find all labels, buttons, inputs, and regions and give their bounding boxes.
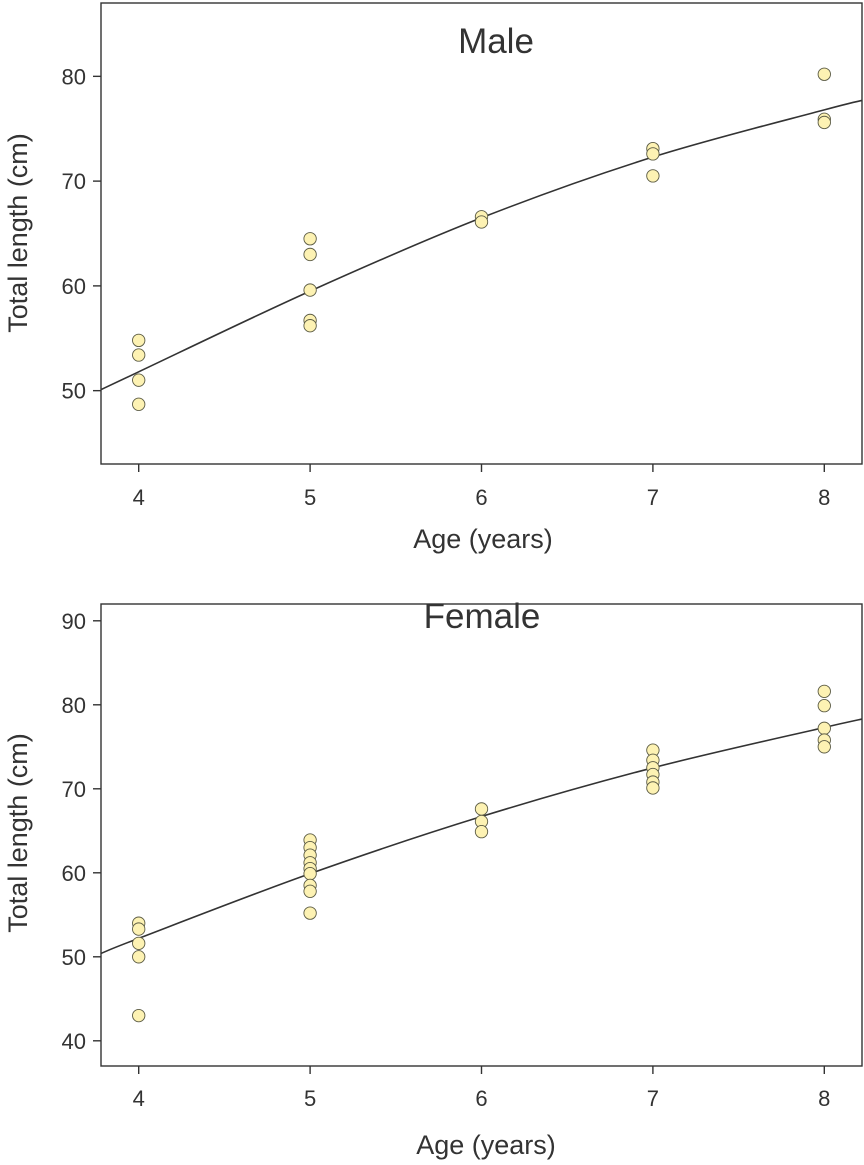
y-tick-label: 80 <box>62 64 86 89</box>
data-point <box>646 169 660 183</box>
data-point <box>303 866 317 881</box>
x-axis-label: Age (years) <box>413 524 553 554</box>
data-point <box>132 922 146 936</box>
y-tick-label: 60 <box>62 274 86 299</box>
y-tick-label: 60 <box>62 861 86 886</box>
data-point <box>303 319 317 333</box>
x-tick-label: 5 <box>304 1086 316 1111</box>
data-point <box>474 215 489 229</box>
data-point <box>132 936 146 951</box>
data-points <box>132 684 831 1023</box>
data-point <box>303 906 317 920</box>
x-tick-label: 6 <box>475 1086 487 1111</box>
y-axis-label: Total length (cm) <box>3 733 33 933</box>
data-point <box>817 740 831 754</box>
x-axis-label: Age (years) <box>416 1130 556 1160</box>
data-point <box>817 698 831 713</box>
data-point <box>817 721 831 735</box>
data-point <box>303 247 317 262</box>
data-point <box>646 781 660 795</box>
x-tick-label: 4 <box>133 485 145 510</box>
data-point <box>132 333 146 348</box>
data-point <box>817 67 831 81</box>
data-point <box>817 684 831 699</box>
y-ticks: 50 60 70 80 <box>62 64 101 404</box>
data-point <box>132 1008 146 1023</box>
data-point <box>646 147 660 161</box>
x-tick-label: 7 <box>647 1086 659 1111</box>
x-tick-label: 5 <box>304 485 316 510</box>
x-tick-label: 6 <box>475 485 487 510</box>
y-tick-label: 90 <box>62 609 86 634</box>
x-ticks: 4 5 6 7 8 <box>133 464 830 510</box>
y-tick-label: 80 <box>62 693 86 718</box>
data-point <box>474 824 489 839</box>
male-panel: Male Age (years) Total length (cm) 4 5 6 7 8… <box>3 2 863 554</box>
y-tick-label: 50 <box>62 379 86 404</box>
data-point <box>132 348 146 362</box>
fitted-curve <box>100 99 863 391</box>
data-point <box>303 884 317 898</box>
y-tick-label: 50 <box>62 945 86 970</box>
y-tick-label: 70 <box>62 169 86 194</box>
x-tick-label: 8 <box>818 485 830 510</box>
y-tick-label: 40 <box>62 1029 86 1054</box>
data-point <box>132 950 146 964</box>
data-point <box>303 232 317 246</box>
data-point <box>303 283 317 297</box>
data-points <box>132 67 831 411</box>
y-ticks: 40 50 60 70 80 90 <box>62 609 101 1054</box>
chart-title: Male <box>458 22 534 61</box>
female-panel: Female Age (years) Total length (cm) 4 5 6… <box>3 597 863 1160</box>
data-point <box>474 802 489 816</box>
x-tick-label: 4 <box>133 1086 145 1111</box>
y-axis-label: Total length (cm) <box>3 133 33 333</box>
data-point <box>817 115 831 130</box>
fitted-curve-layer <box>100 99 863 391</box>
y-tick-label: 70 <box>62 777 86 802</box>
x-tick-label: 7 <box>647 485 659 510</box>
data-point <box>132 397 146 411</box>
plot-frame <box>100 2 863 465</box>
x-ticks: 4 5 6 7 8 <box>133 1066 830 1111</box>
chart-title: Female <box>424 597 541 636</box>
x-tick-label: 8 <box>818 1086 830 1111</box>
data-point <box>132 373 146 387</box>
